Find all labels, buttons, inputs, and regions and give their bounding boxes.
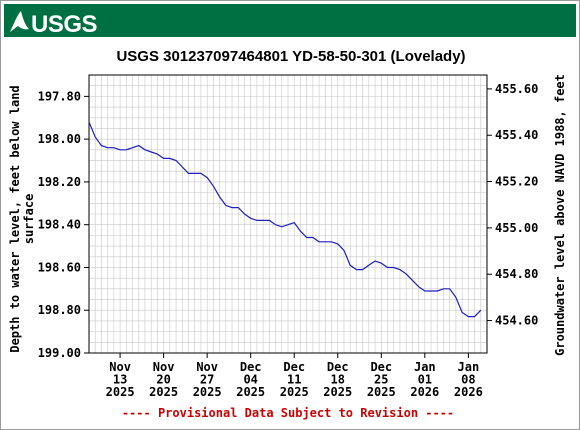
x-tick-label: 2025 (280, 385, 309, 399)
usgs-logo: USGS (10, 11, 98, 38)
x-tick-label: Nov (196, 360, 218, 374)
left-tick-label: 198.80 (38, 303, 81, 317)
left-tick-labels: 197.80 198.00 198.20 198.40 198.60 198.80 199.… (38, 89, 81, 360)
right-tick-label: 455.40 (495, 128, 538, 142)
left-tick-label: 198.20 (38, 175, 81, 189)
x-tick-label: Jan (458, 360, 480, 374)
x-tick-label: Dec (240, 360, 262, 374)
x-tick-label: Jan (414, 360, 436, 374)
left-axis-label-line2: surface (22, 194, 36, 245)
axis-ticks (84, 88, 492, 358)
x-tick-label: 13 (113, 373, 127, 387)
x-tick-label: 2025 (149, 385, 178, 399)
x-tick-label: 2025 (323, 385, 352, 399)
x-tick-label: Dec (327, 360, 349, 374)
x-tick-label: Dec (283, 360, 305, 374)
left-axis-label-line1: Depth to water level, feet below land (8, 85, 22, 352)
x-tick-label: 18 (331, 373, 345, 387)
x-tick-label: 01 (418, 373, 432, 387)
left-tick-label: 198.60 (38, 260, 81, 274)
x-tick-label: 20 (156, 373, 170, 387)
grid-lines (89, 75, 487, 353)
usgs-logo-wave-icon (10, 11, 29, 32)
left-tick-label: 197.80 (38, 89, 81, 103)
x-tick-label: 2026 (454, 385, 483, 399)
right-tick-label: 454.60 (495, 314, 538, 328)
x-tick-labels: Nov132025Nov202025Nov272025Dec042025Dec1… (106, 360, 483, 399)
right-axis-label: Groundwater level above NAVD 1988, feet (553, 74, 567, 356)
usgs-logo-text: USGS (31, 11, 98, 38)
x-tick-label: 04 (243, 373, 257, 387)
x-tick-label: 2026 (410, 385, 439, 399)
right-tick-label: 455.60 (495, 82, 538, 96)
usgs-banner (4, 4, 576, 37)
x-tick-label: 27 (200, 373, 214, 387)
left-tick-label: 198.00 (38, 132, 81, 146)
x-tick-label: 2025 (106, 385, 135, 399)
x-tick-label: 2025 (236, 385, 265, 399)
x-tick-label: 08 (461, 373, 475, 387)
right-tick-labels: 455.60 455.40 455.20 455.00 454.80 454.60 (495, 82, 538, 328)
plot-frame (88, 74, 488, 354)
right-tick-label: 455.20 (495, 175, 538, 189)
x-tick-label: 2025 (367, 385, 396, 399)
x-tick-label: 11 (287, 373, 301, 387)
x-tick-label: 25 (374, 373, 388, 387)
x-tick-label: Dec (370, 360, 392, 374)
x-tick-label: Nov (109, 360, 131, 374)
right-tick-label: 455.00 (495, 221, 538, 235)
chart-title: USGS 301237097464801 YD-58-50-301 (Lovel… (116, 48, 465, 65)
x-tick-label: Nov (153, 360, 175, 374)
left-tick-label: 198.40 (38, 218, 81, 232)
water-level-series (88, 121, 482, 318)
left-tick-label: 199.00 (38, 346, 81, 360)
x-tick-label: 2025 (193, 385, 222, 399)
provisional-notice: ---- Provisional Data Subject to Revisio… (122, 406, 454, 420)
right-tick-label: 454.80 (495, 267, 538, 281)
